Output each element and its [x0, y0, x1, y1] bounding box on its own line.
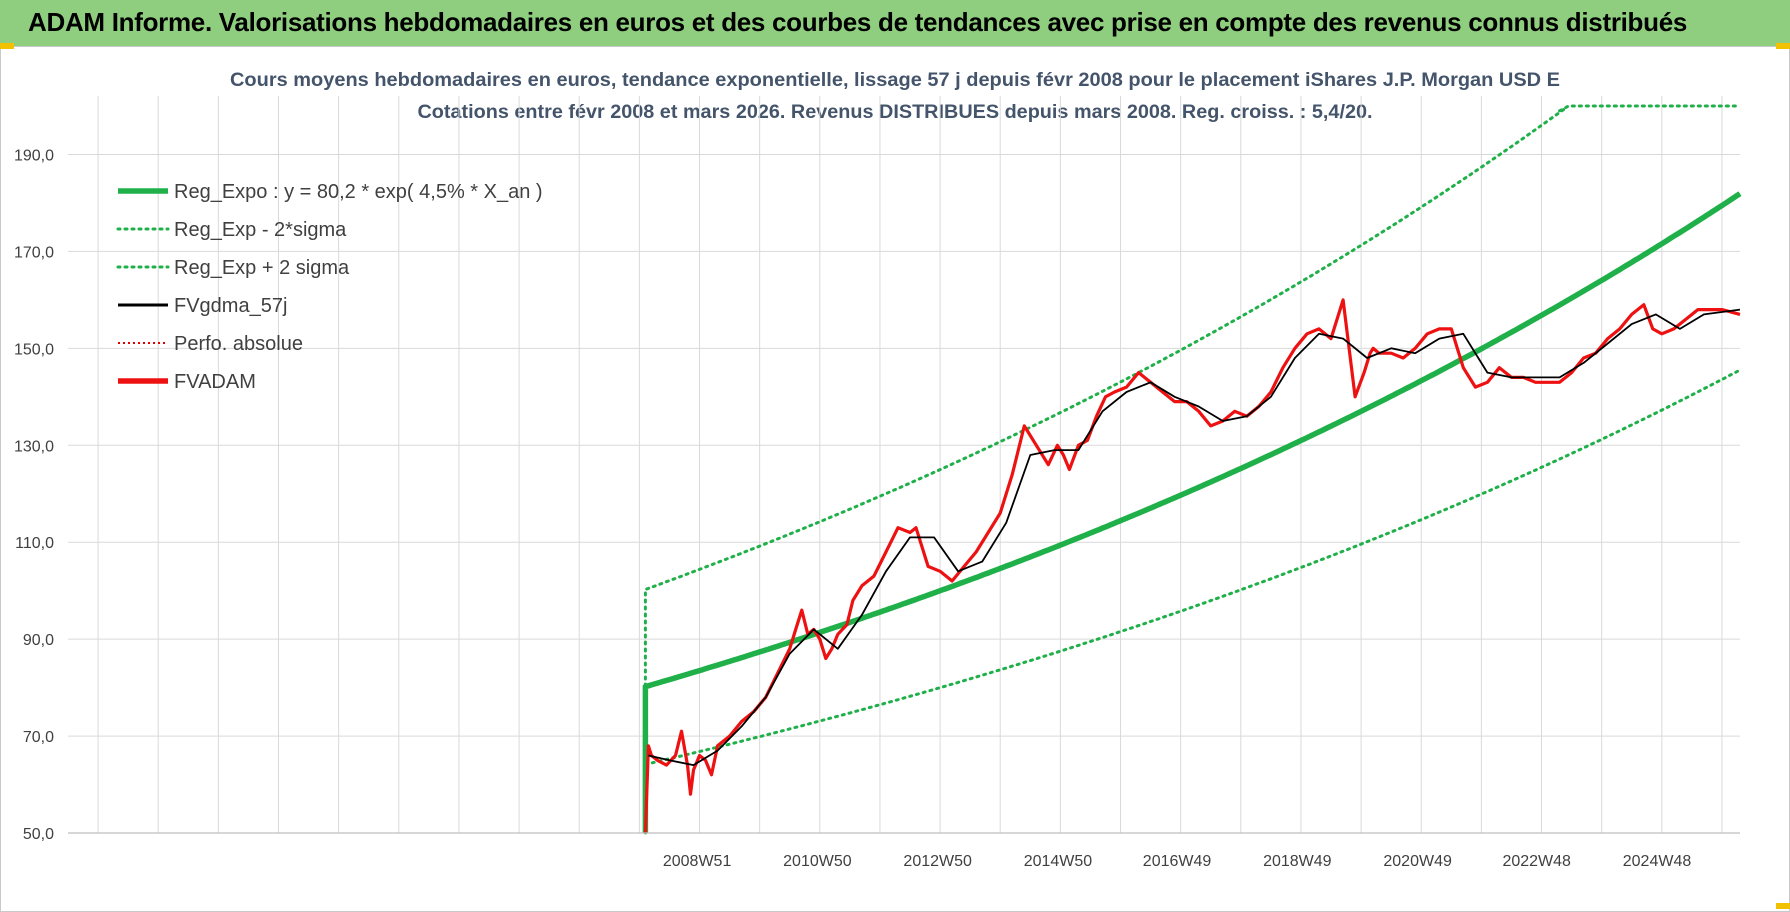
y-tick-label: 90,0: [23, 632, 54, 649]
report-title: ADAM Informe. Valorisations hebdomadaire…: [28, 7, 1688, 37]
y-tick-label: 170,0: [14, 244, 54, 261]
x-tick-label: 2022W48: [1502, 853, 1571, 870]
chart-title-line1: Cours moyens hebdomadaires en euros, ten…: [230, 70, 1560, 91]
legend-label: FVgdma_57j: [174, 295, 287, 317]
x-tick-label: 2012W50: [903, 853, 972, 870]
x-tick-label: 2020W49: [1383, 853, 1452, 870]
chart: Cours moyens hebdomadaires en euros, ten…: [14, 70, 1742, 870]
x-tick-label: 2024W48: [1623, 853, 1692, 870]
chart-title-line2: Cotations entre févr 2008 et mars 2026. …: [418, 102, 1373, 123]
reg-expo-line: [642, 191, 1742, 833]
x-tick-label: 2010W50: [783, 853, 852, 870]
frame-corner-mark: [1776, 903, 1790, 909]
x-tick-label: 2008W51: [663, 853, 732, 870]
legend-label: Reg_Exp + 2 sigma: [174, 257, 350, 279]
legend-label: Perfo. absolue: [174, 333, 303, 355]
frame-corner-mark: [0, 43, 14, 49]
grid: [68, 96, 1740, 834]
fvgdma-57j-line: [648, 308, 1741, 766]
legend: Reg_Expo : y = 80,2 * exp( 4,5% * X_an )…: [116, 181, 543, 393]
series: [643, 298, 1741, 834]
frame-corner-mark: [1776, 43, 1790, 49]
x-tick-label: 2016W49: [1143, 853, 1212, 870]
y-tick-label: 110,0: [15, 535, 54, 552]
y-tick-label: 70,0: [23, 729, 54, 746]
fvadam-line: [643, 298, 1741, 834]
x-tick-label: 2018W49: [1263, 853, 1332, 870]
regression-bands: [642, 104, 1742, 835]
axes: 50,0 70,0 90,0 110,0 130,0 150,0 170,0 190,0 200…: [14, 147, 1740, 870]
reg-upper-band-top-line: [1558, 104, 1742, 113]
y-tick-label: 130,0: [14, 438, 54, 455]
legend-label: Reg_Expo : y = 80,2 * exp( 4,5% * X_an ): [174, 181, 543, 203]
y-tick-label: 50,0: [23, 826, 54, 843]
legend-label: Reg_Exp - 2*sigma: [174, 219, 347, 241]
reg-upper-band-line: [643, 106, 1568, 835]
y-tick-label: 190,0: [14, 147, 54, 164]
reg-lower-band-line: [643, 368, 1742, 766]
y-tick-label: 150,0: [14, 341, 54, 358]
legend-label: FVADAM: [174, 371, 256, 393]
x-tick-label: 2014W50: [1024, 853, 1093, 870]
report-banner: ADAM Informe. Valorisations hebdomadaire…: [0, 0, 1790, 47]
